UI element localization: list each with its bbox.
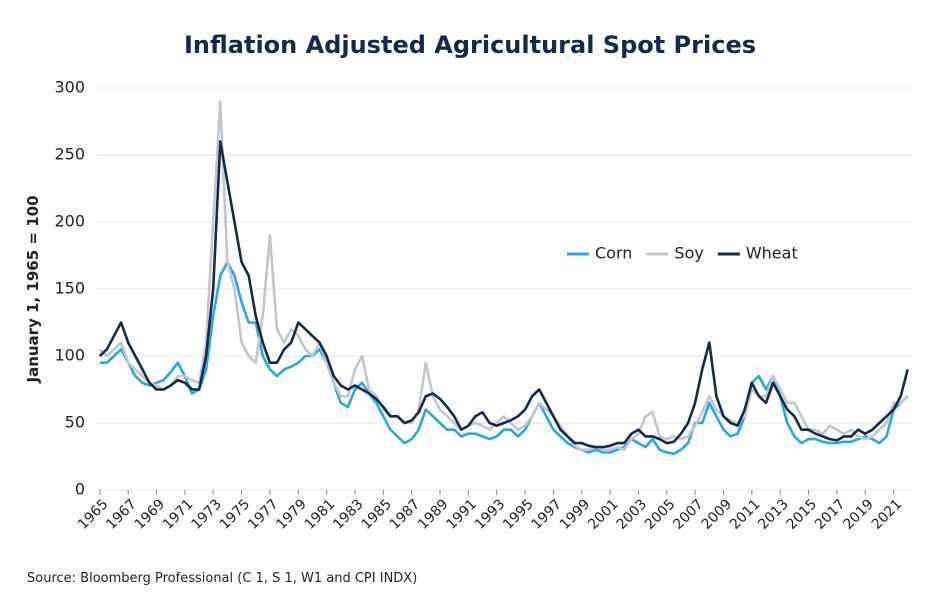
legend-label: Corn (595, 244, 632, 263)
legend-label: Wheat (746, 244, 798, 263)
y-tick-label: 200 (54, 212, 85, 231)
source-note: Source: Bloomberg Professional (C 1, S 1… (27, 571, 417, 586)
series-line (98, 100, 909, 452)
y-axis-label: January 1, 1965 = 100 (24, 195, 42, 383)
chart-title: Inflation Adjusted Agricultural Spot Pri… (184, 31, 756, 59)
y-tick-label: 50 (65, 413, 85, 432)
series-line (98, 140, 909, 449)
y-tick-label: 0 (75, 480, 85, 499)
y-tick-label: 150 (54, 279, 85, 298)
y-tick-label: 250 (54, 145, 85, 164)
y-tick-label: 100 (54, 346, 85, 365)
legend-label: Soy (674, 244, 703, 263)
y-tick-label: 300 (54, 78, 85, 97)
